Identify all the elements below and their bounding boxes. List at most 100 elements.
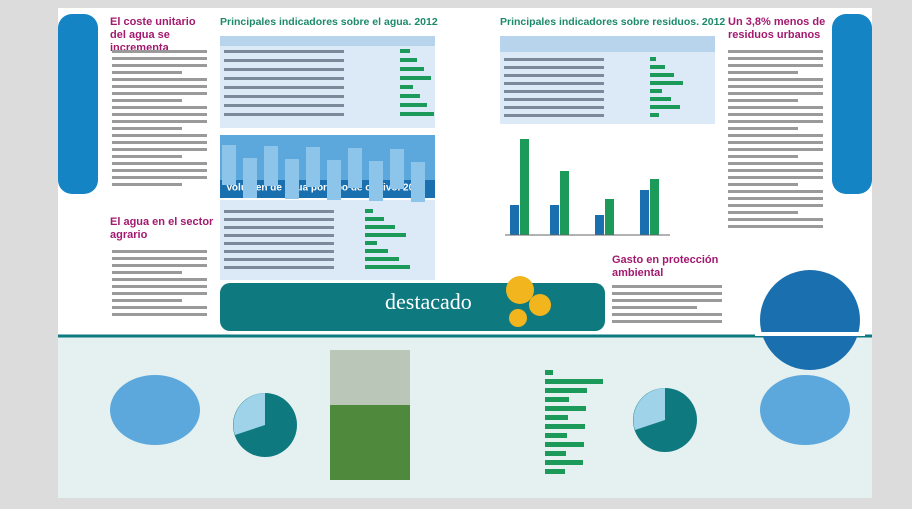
spread: El coste unitariodel agua seincrementa P… [0,0,912,509]
chart-bar [650,179,659,235]
hbar [545,415,568,420]
text-line [112,57,207,60]
text-line [112,64,207,67]
text-line [728,113,823,116]
text-line [728,211,798,214]
table-bar [400,58,417,62]
text-line [112,313,207,316]
table-bar [650,57,656,61]
table-bar [400,67,424,71]
page: El coste unitariodel agua seincrementa P… [0,0,912,509]
headline-line: del agua se [110,29,170,41]
text-line [112,148,207,151]
decor-circle [529,294,551,316]
text-line [728,85,823,88]
map [110,375,200,445]
text-line [728,64,823,67]
table-row [504,90,604,93]
table-row [504,66,604,69]
text-line [112,299,182,302]
skyline [327,160,341,200]
table-bar [365,217,384,221]
text-line [612,320,722,323]
table-bar [365,233,406,237]
map [760,375,850,445]
table-bar [650,97,671,101]
text-line [728,204,823,207]
table-bar [650,105,680,109]
headline-line: Un 3,8% menos de [728,16,825,28]
table-row [224,242,334,245]
table-bar [365,257,399,261]
table-row [224,226,334,229]
hbar [545,424,585,429]
globe-mask [755,332,865,336]
text-line [728,134,823,137]
text-line [728,162,823,165]
text-line [728,120,823,123]
chart-bar [510,205,519,235]
text-line [612,292,722,295]
text-line [728,57,823,60]
text-line [112,155,182,158]
table-row [504,106,604,109]
table-bar [650,113,659,117]
table-bar [400,112,434,116]
hbar [545,469,565,474]
table-row [224,95,344,98]
text-line [112,264,207,267]
text-line [112,250,207,253]
skyline [306,147,320,187]
text-line [612,285,722,288]
table-row [504,74,604,77]
headline: Un 3,8% menos deresiduos urbanos [728,16,825,41]
skyline [348,148,362,188]
text-line [728,99,798,102]
side-tab [832,14,872,194]
table-header [500,36,715,52]
table-row [224,218,334,221]
text-line [728,50,823,53]
table-bar [650,81,683,85]
table-bar [365,241,377,245]
chart-bar [640,190,649,235]
table-header [220,36,435,46]
skyline [243,158,257,198]
text-line [112,120,207,123]
text-line [728,197,823,200]
table-title: Principales indicadores sobre el agua. 2… [220,16,438,28]
table-bar [650,73,674,77]
text-line [728,155,798,158]
text-line [112,278,207,281]
table-bar [365,209,373,213]
table-bar [400,85,413,89]
text-line [112,292,207,295]
table-bar [650,65,665,69]
text-line [112,162,207,165]
headline-line: El coste unitario [110,16,196,28]
table-row [224,86,344,89]
table-row [224,210,334,213]
hbar [545,433,567,438]
text-line [112,71,182,74]
skyline [390,149,404,189]
text-line [612,306,697,309]
text-line [728,71,798,74]
text-line [728,183,798,186]
text-line [612,299,722,302]
text-line [112,134,207,137]
text-line [112,106,207,109]
skyline [411,162,425,202]
chart-bar [560,171,569,235]
table-bar [650,89,662,93]
hbar [545,388,587,393]
chart-bar [550,205,559,235]
text-line [112,176,207,179]
hbar [545,460,583,465]
text-line [728,106,823,109]
table-row [224,59,344,62]
photo-sky [330,350,410,405]
banner-label: destacado [385,289,472,314]
skyline [222,145,236,185]
text-line [112,257,207,260]
